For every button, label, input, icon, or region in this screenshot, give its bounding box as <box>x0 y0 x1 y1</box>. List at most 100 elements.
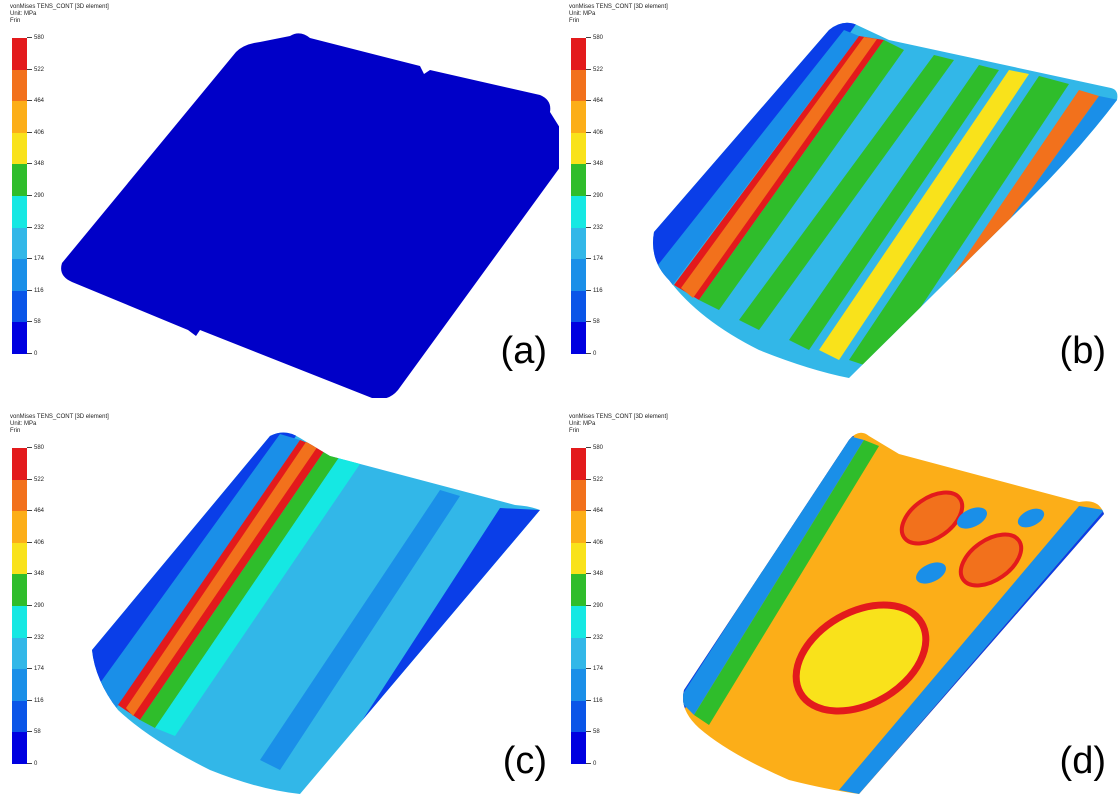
legend-tick-label: 174 <box>586 666 603 672</box>
legend-tick-label: 174 <box>586 256 603 262</box>
colorbar-segment <box>12 669 27 702</box>
colorbar-segment <box>12 227 27 260</box>
colorbar-segment <box>571 69 586 102</box>
colorbar-segment <box>571 290 586 323</box>
colorbar-segment <box>571 542 586 575</box>
colorbar-segment <box>12 732 27 765</box>
legend-tick-label: 580 <box>27 35 44 41</box>
colorbar-segment <box>12 511 27 544</box>
legend-tick-label: 174 <box>27 256 44 262</box>
colorbar-segment <box>12 69 27 102</box>
colorbar-segment <box>571 196 586 229</box>
colorbar-segment <box>571 259 586 292</box>
legend-colorbar <box>571 38 586 355</box>
legend-tick-label: 580 <box>586 445 603 451</box>
panel-label: (c) <box>502 740 547 782</box>
legend-tick-label: 464 <box>27 98 44 104</box>
colorbar-segment <box>12 38 27 71</box>
stress-plot-bent-c <box>92 432 540 794</box>
blank-sheet <box>61 33 559 398</box>
colorbar-segment <box>12 700 27 733</box>
colorbar-segment <box>571 669 586 702</box>
legend-ticks: 580 522 464 406 348 290 232 174 116 58 0 <box>27 445 67 767</box>
legend-tick-label: 290 <box>27 603 44 609</box>
colorbar-segment <box>571 637 586 670</box>
legend-tick-label: 0 <box>586 761 596 767</box>
legend-tick-label: 464 <box>27 508 44 514</box>
legend-ticks: 580 522 464 406 348 290 232 174 116 58 0 <box>27 35 67 357</box>
legend-header: vonMises TENS_CONT [3D element] Unit: MP… <box>569 4 668 25</box>
legend-tick-label: 290 <box>586 193 603 199</box>
colorbar-segment <box>12 637 27 670</box>
colorbar-segment <box>571 700 586 733</box>
colorbar-segment <box>571 322 586 355</box>
stress-plot-stamped-d <box>683 432 1104 795</box>
legend-mode: Frin <box>569 18 580 24</box>
legend-tick-label: 58 <box>586 729 600 735</box>
legend-tick-label: 348 <box>586 161 603 167</box>
colorbar-segment <box>12 574 27 607</box>
legend-title: vonMises TENS_CONT [3D element] <box>10 414 109 420</box>
legend-tick-label: 580 <box>586 35 603 41</box>
legend-tick-label: 232 <box>27 225 44 231</box>
colorbar-segment <box>571 606 586 639</box>
legend-tick-label: 522 <box>586 67 603 73</box>
legend-tick-label: 174 <box>27 666 44 672</box>
legend-tick-label: 116 <box>27 288 44 294</box>
colorbar-segment <box>12 164 27 197</box>
panel-label: (d) <box>1059 740 1106 782</box>
colorbar-segment <box>12 259 27 292</box>
legend-tick-label: 522 <box>27 67 44 73</box>
colorbar-segment <box>571 732 586 765</box>
legend-tick-label: 464 <box>586 98 603 104</box>
colorbar-segment <box>12 322 27 355</box>
panel-label: (b) <box>1059 330 1106 372</box>
legend-ticks: 580 522 464 406 348 290 232 174 116 58 0 <box>586 445 626 767</box>
colorbar-segment <box>12 479 27 512</box>
colorbar-segment <box>571 101 586 134</box>
legend-tick-label: 580 <box>27 445 44 451</box>
panel-label: (a) <box>500 330 547 372</box>
legend-tick-label: 232 <box>586 225 603 231</box>
panel-d: vonMises TENS_CONT [3D element] Unit: MP… <box>559 410 1118 808</box>
colorbar-segment <box>12 606 27 639</box>
legend-tick-label: 348 <box>27 571 44 577</box>
legend-colorbar <box>571 448 586 765</box>
legend-tick-label: 348 <box>27 161 44 167</box>
colorbar-segment <box>12 542 27 575</box>
legend-tick-label: 406 <box>586 540 603 546</box>
legend-mode: Frin <box>10 18 21 24</box>
legend-tick-label: 290 <box>586 603 603 609</box>
legend-tick-label: 58 <box>27 319 41 325</box>
legend-mode: Frin <box>10 428 21 434</box>
legend-tick-label: 116 <box>27 698 44 704</box>
legend-tick-label: 0 <box>27 761 37 767</box>
colorbar-segment <box>12 290 27 323</box>
colorbar-segment <box>571 132 586 165</box>
legend-colorbar <box>12 448 27 765</box>
colorbar-segment <box>571 479 586 512</box>
legend-tick-label: 116 <box>586 288 603 294</box>
legend-tick-label: 464 <box>586 508 603 514</box>
colorbar-segment <box>571 164 586 197</box>
legend-colorbar <box>12 38 27 355</box>
colorbar-segment <box>12 101 27 134</box>
legend-header: vonMises TENS_CONT [3D element] Unit: MP… <box>569 414 668 435</box>
colorbar-segment <box>571 574 586 607</box>
panel-b: vonMises TENS_CONT [3D element] Unit: MP… <box>559 0 1118 398</box>
legend-unit: Unit: MPa <box>569 421 596 427</box>
legend-tick-label: 290 <box>27 193 44 199</box>
legend-unit: Unit: MPa <box>10 11 37 17</box>
legend-title: vonMises TENS_CONT [3D element] <box>569 4 668 10</box>
legend-tick-label: 0 <box>586 351 596 357</box>
colorbar-segment <box>571 511 586 544</box>
panel-a: vonMises TENS_CONT [3D element] Unit: MP… <box>0 0 559 398</box>
legend-tick-label: 58 <box>586 319 600 325</box>
legend-tick-label: 522 <box>586 477 603 483</box>
legend-tick-label: 406 <box>27 540 44 546</box>
legend-unit: Unit: MPa <box>10 421 37 427</box>
legend-tick-label: 522 <box>27 477 44 483</box>
colorbar-segment <box>571 448 586 481</box>
legend-tick-label: 232 <box>27 635 44 641</box>
legend-tick-label: 0 <box>27 351 37 357</box>
